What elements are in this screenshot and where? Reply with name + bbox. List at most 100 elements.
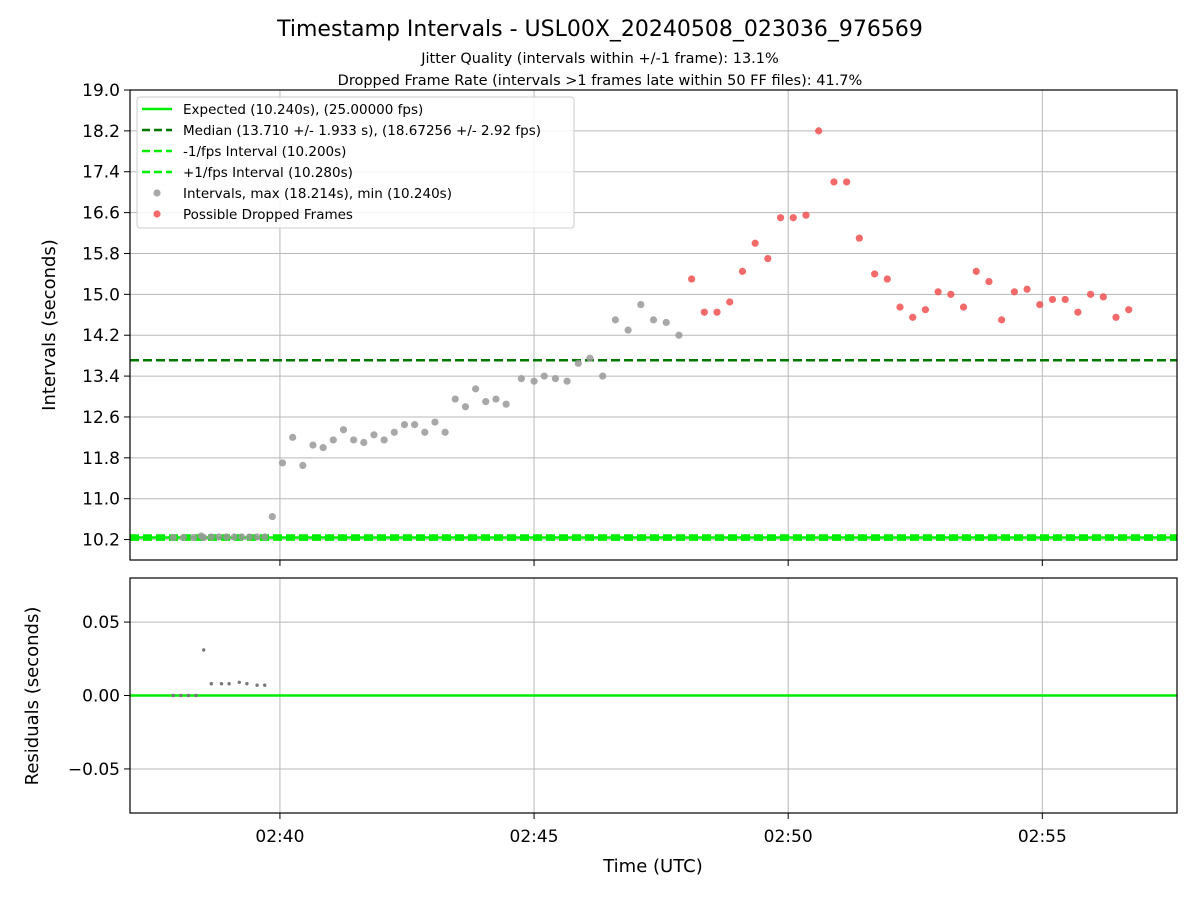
interval-point [278, 459, 287, 467]
dropped-frame-point [700, 308, 708, 316]
chart-title: Timestamp Intervals - USL00X_20240508_02… [276, 17, 923, 42]
interval-point [222, 533, 231, 541]
interval-point [502, 400, 510, 408]
interval-point [329, 436, 337, 444]
legend-label: Possible Dropped Frames [183, 207, 353, 223]
interval-point [649, 316, 658, 324]
residual-point [237, 680, 241, 684]
bottom-y-tick-label: 0.05 [82, 613, 120, 633]
interval-point [245, 533, 254, 541]
top-y-tick-label: 18.2 [82, 122, 120, 142]
dropped-frame-point [985, 277, 993, 286]
dropped-frame-point [959, 303, 968, 311]
bottom-plot-points [171, 648, 267, 698]
dropped-frame-point [1048, 295, 1057, 304]
dropped-frame-point [764, 254, 772, 263]
interval-point [390, 428, 398, 436]
interval-point [492, 395, 500, 403]
dropped-frame-point [688, 275, 696, 283]
top-plot-axes: 10.2 11.0 11.8 12.6 13.4 14.2 15.0 15.8 16.6 17.4… [82, 81, 1043, 566]
interval-point [517, 375, 525, 383]
interval-point [637, 300, 645, 309]
interval-point [441, 428, 449, 436]
interval-point [360, 438, 368, 447]
top-y-tick-label: 11.0 [82, 490, 120, 510]
legend-marker [153, 189, 161, 197]
top-y-tick-label: 10.2 [82, 531, 120, 551]
interval-point [675, 331, 683, 339]
interval-point [563, 377, 571, 385]
top-y-tick-label: 17.4 [82, 163, 120, 183]
top-y-tick-label: 13.4 [82, 367, 120, 387]
dropped-frame-point [751, 239, 759, 247]
interval-point [380, 436, 388, 444]
bottom-y-axis-label: Residuals (seconds) [22, 607, 43, 786]
legend-label: Expected (10.240s), (25.00000 fps) [183, 102, 423, 118]
residual-point [209, 682, 214, 686]
bottom-plot-axes: 02:40 02:45 02:50 02:55 0.05 0.00 −0.05 [68, 613, 1067, 847]
interval-point [319, 444, 327, 452]
chart-subtitle-line-2: Dropped Frame Rate (intervals >1 frames … [338, 73, 863, 89]
legend-label: Median (13.710 +/- 1.933 s), (18.67256 +… [183, 123, 541, 139]
dropped-frame-point [815, 127, 823, 135]
interval-point [253, 533, 261, 541]
dropped-frame-point [972, 267, 980, 275]
interval-point [339, 426, 348, 434]
dropped-frame-point [1023, 285, 1031, 293]
legend-label: Intervals, max (18.214s), min (10.240s) [183, 186, 452, 202]
dropped-frame-point [1074, 308, 1082, 316]
interval-point [574, 359, 582, 367]
bottom-x-tick-label: 02:45 [510, 827, 559, 847]
interval-point [189, 533, 198, 542]
dropped-frame-point [883, 275, 891, 283]
residual-point [171, 693, 175, 698]
interval-point [482, 398, 490, 406]
dropped-frame-point [1112, 313, 1120, 321]
interval-point [461, 403, 470, 411]
interval-point [299, 461, 307, 470]
dropped-frame-point [738, 267, 747, 275]
top-y-tick-label: 15.0 [82, 285, 120, 305]
interval-point [238, 533, 246, 541]
interval-point [411, 421, 419, 429]
interval-point [179, 533, 187, 542]
dropped-frame-point [843, 178, 851, 186]
bottom-x-tick-label: 02:40 [255, 827, 304, 847]
bottom-x-tick-label: 02:50 [764, 827, 813, 847]
top-y-tick-label: 16.6 [82, 204, 120, 224]
dropped-frame-point [1036, 300, 1044, 309]
bottom-x-tick-label: 02:55 [1018, 827, 1067, 847]
residual-point [186, 693, 191, 698]
interval-point [230, 533, 238, 541]
legend-marker [153, 210, 161, 218]
top-y-tick-label: 15.8 [82, 244, 120, 264]
interval-point [431, 418, 439, 426]
dropped-frame-point [1099, 293, 1107, 301]
interval-point [451, 395, 459, 403]
interval-point [261, 533, 269, 541]
dropped-frame-point [802, 211, 810, 219]
interval-point [586, 354, 594, 362]
dropped-frame-point [998, 316, 1006, 324]
dropped-frame-point [713, 308, 721, 316]
interval-point [624, 326, 632, 334]
top-plot-points [169, 127, 1133, 542]
residual-point [227, 682, 231, 686]
interval-point [611, 316, 619, 324]
chart-subtitle-line-1: Jitter Quality (intervals within +/-1 fr… [420, 51, 779, 67]
dropped-frame-point [870, 270, 879, 278]
interval-point [200, 533, 208, 542]
residual-point [262, 683, 267, 687]
legend-label: -1/fps Interval (10.200s) [183, 144, 346, 160]
interval-point [599, 372, 607, 380]
dropped-frame-point [776, 214, 785, 222]
residual-point [219, 682, 224, 686]
dropped-frame-point [789, 214, 797, 222]
top-y-tick-label: 11.8 [82, 449, 120, 469]
dropped-frame-point [1061, 295, 1069, 304]
dropped-frame-point [855, 234, 863, 242]
residual-point [255, 683, 259, 687]
top-y-axis-label: Intervals (seconds) [39, 239, 60, 411]
dropped-frame-point [1086, 290, 1095, 298]
interval-point [350, 436, 358, 444]
